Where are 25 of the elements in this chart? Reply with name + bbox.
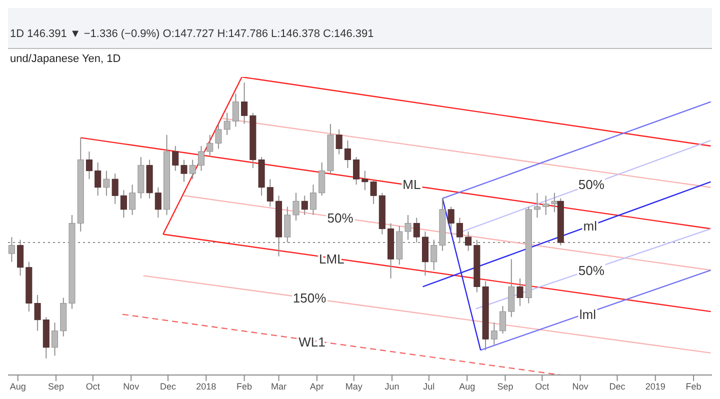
x-tick-label: Dec	[609, 381, 626, 392]
x-tick-label: Aug	[10, 381, 26, 392]
annotation: 150%	[292, 290, 327, 306]
annotation: 50%	[578, 262, 605, 278]
x-tick-label: Apr	[310, 381, 324, 392]
x-tick-label: Sep	[497, 381, 514, 392]
x-tick-label: Oct	[535, 381, 550, 392]
x-tick-label: Nov	[123, 381, 140, 392]
x-tick-label: Sep	[48, 381, 64, 392]
x-tick-label: 2019	[645, 381, 666, 392]
x-tick-label: Aug	[459, 381, 476, 392]
x-tick-label: Feb	[686, 381, 702, 392]
x-tick-label: Nov	[572, 381, 589, 392]
x-tick-label: Feb	[236, 381, 252, 392]
text: 1D 146.391 ▼ −1.336 (−0.9%) O:147.727 H:147.786 L:146.378 C:146.391	[10, 27, 375, 40]
x-tick-label: Jul	[423, 381, 435, 392]
x-tick-label: 2018	[196, 381, 216, 392]
chart-title: und/Japanese Yen, 1D	[9, 52, 122, 67]
x-tick-label: Jun	[384, 381, 400, 392]
x-tick-label: Oct	[86, 381, 100, 392]
annotation: 50%	[327, 210, 354, 226]
annotation: 50%	[578, 177, 605, 192]
x-tick-label: Dec	[160, 381, 176, 392]
x-tick-label: May	[345, 381, 363, 392]
x-tick-label: Mar	[271, 381, 287, 392]
